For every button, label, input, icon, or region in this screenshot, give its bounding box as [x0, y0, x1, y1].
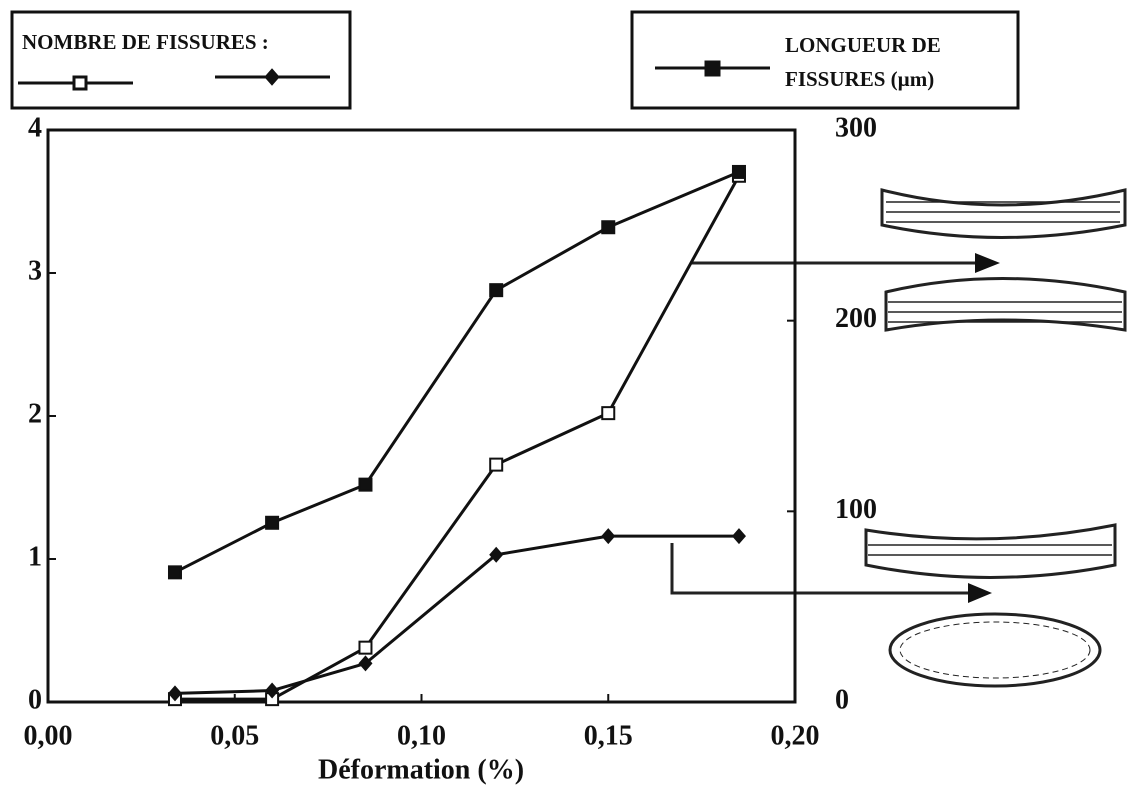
data-point [601, 528, 616, 545]
data-point [731, 528, 746, 545]
x-tick-label: 0,15 [584, 720, 633, 751]
x-tick-label: 0,05 [210, 720, 259, 751]
legend-box [630, 10, 1020, 110]
legend-title: NOMBRE DE FISSURES : [22, 30, 269, 54]
y-tick-label: 0 [28, 684, 42, 715]
data-point [358, 640, 373, 655]
series-line [174, 175, 741, 701]
data-point [489, 457, 504, 472]
y2-tick-label: 200 [835, 303, 877, 334]
sample-shape [880, 188, 1127, 239]
y-tick-label: 2 [28, 398, 42, 429]
y2-tick-label: 0 [835, 684, 849, 715]
y-tick-label: 3 [28, 255, 42, 286]
series-line [174, 170, 740, 574]
y-tick-label: 4 [28, 112, 42, 143]
data-point [601, 406, 616, 421]
data-point [265, 682, 280, 699]
arrow-head [968, 253, 1000, 603]
legend-box [10, 10, 352, 110]
legend-symbol [72, 75, 88, 91]
data-point [489, 546, 504, 563]
illustrations [670, 188, 1127, 688]
legend-symbols [18, 60, 770, 91]
x-axis-label: Déformation (%) [318, 754, 524, 785]
legend-symbol [704, 60, 721, 77]
data-point [489, 283, 504, 298]
series-line [174, 534, 739, 695]
arrow [670, 543, 975, 595]
x-tick-label: 0,20 [771, 720, 820, 751]
y2-tick-label: 100 [835, 494, 877, 525]
data-point [358, 477, 373, 492]
data-point [358, 655, 373, 672]
x-tick-label: 0,00 [24, 720, 73, 751]
hatching [886, 201, 1120, 223]
data-point [265, 515, 280, 530]
y-tick-label: 1 [28, 541, 42, 572]
sample-shape [888, 612, 1102, 688]
legend-symbol [264, 68, 280, 86]
sample-shape [864, 523, 1117, 579]
legend-entry-wrap: LONGUEUR DE FISSURES (µm) [785, 33, 941, 91]
x-tick-label: 0,10 [397, 720, 446, 751]
hatching [899, 621, 1091, 679]
legend-entry: LONGUEUR DE FISSURES (µm) [785, 33, 941, 91]
data-point [601, 220, 616, 235]
data-point [731, 164, 746, 179]
data-point [167, 685, 182, 702]
hatching [868, 544, 1112, 556]
hatching [888, 301, 1122, 323]
data-point [167, 565, 182, 580]
y2-tick-label: 300 [835, 112, 877, 143]
